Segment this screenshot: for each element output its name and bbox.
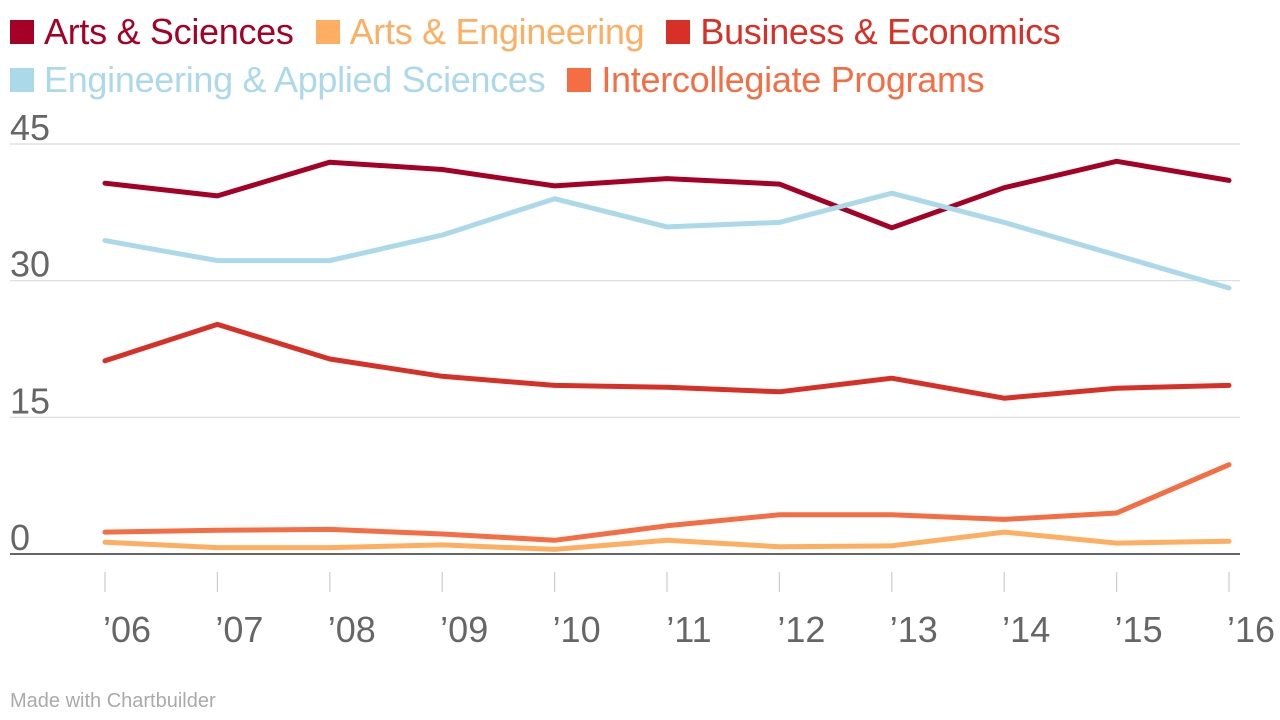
chart-legend: Arts & Sciences Arts & Engineering Busines… <box>10 8 1270 104</box>
legend-swatch <box>315 20 340 44</box>
x-tick-label: ’14 <box>1002 609 1050 650</box>
legend-item-arts-and-engineering: Arts & Engineering <box>315 8 645 56</box>
x-tick-label: ’13 <box>890 609 938 650</box>
x-tick-label: ’16 <box>1227 609 1275 650</box>
x-tick-label: ’10 <box>553 609 601 650</box>
x-tick-label: ’07 <box>215 609 263 650</box>
x-tick-label: ’08 <box>328 609 376 650</box>
legend-label: Engineering & Applied Sciences <box>44 59 546 100</box>
legend-item-engineering-and-applied-sciences: Engineering & Applied Sciences <box>10 56 546 104</box>
series-line-arts-and-engineering <box>102 529 1232 552</box>
x-tick-label: ’15 <box>1115 609 1163 650</box>
y-tick-label: 30 <box>10 244 50 285</box>
legend-swatch <box>10 20 34 44</box>
series-line-intercollegiate-programs <box>102 462 1232 543</box>
legend-label: Business & Economics <box>700 11 1061 52</box>
series-line-engineering-and-applied-sciences <box>102 190 1232 291</box>
legend-label: Intercollegiate Programs <box>601 59 985 100</box>
legend-swatch <box>567 68 592 92</box>
y-tick-label: 15 <box>10 380 50 421</box>
x-tick-label: ’09 <box>440 609 488 650</box>
legend-label: Arts & Sciences <box>44 11 294 52</box>
chartbuilder-credit: Made with Chartbuilder <box>10 690 216 712</box>
legend-label: Arts & Engineering <box>349 11 645 52</box>
legend-swatch <box>10 68 34 92</box>
series-line-arts-and-sciences <box>102 158 1232 231</box>
series-line-business-and-economics <box>102 321 1232 401</box>
x-tick-label: ’11 <box>666 609 711 650</box>
legend-item-arts-and-sciences: Arts & Sciences <box>10 8 294 56</box>
x-tick-label: ’12 <box>777 609 825 650</box>
y-tick-label: 0 <box>10 517 30 558</box>
y-tick-label: 45 <box>10 107 50 148</box>
legend-item-business-and-economics: Business & Economics <box>666 8 1061 56</box>
legend-item-intercollegiate-programs: Intercollegiate Programs <box>567 56 985 104</box>
legend-swatch <box>666 20 691 44</box>
x-tick-label: ’06 <box>103 609 151 650</box>
